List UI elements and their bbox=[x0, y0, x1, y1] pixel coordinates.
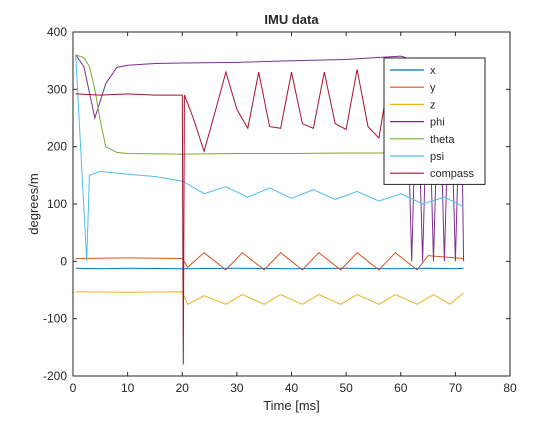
x-axis: 0 10 20 30 40 50 60 70 80 bbox=[70, 32, 517, 395]
series-line-theta bbox=[75, 54, 464, 155]
y-axis: -200 -100 0 100 200 300 400 bbox=[43, 25, 510, 383]
x-tick-label: 60 bbox=[394, 381, 408, 395]
y-tick-label: 200 bbox=[47, 140, 67, 154]
x-tick-label: 40 bbox=[285, 381, 299, 395]
x-tick-label: 50 bbox=[339, 381, 353, 395]
y-tick-label: -200 bbox=[43, 369, 67, 383]
series-line-psi bbox=[75, 54, 464, 262]
y-axis-label: degrees/m bbox=[26, 173, 41, 234]
chart-title: IMU data bbox=[264, 12, 319, 27]
legend[interactable]: xyz phi theta psi compass bbox=[383, 57, 486, 185]
x-tick-label: 10 bbox=[121, 381, 135, 395]
legend-label-theta: theta bbox=[430, 134, 455, 146]
legend-label-x: x bbox=[430, 65, 436, 77]
series-line-x bbox=[75, 267, 464, 270]
y-tick-label: 400 bbox=[47, 25, 67, 39]
y-tick-label: 0 bbox=[60, 254, 67, 268]
y-tick-label: -100 bbox=[43, 312, 67, 326]
x-tick-label: 80 bbox=[503, 381, 517, 395]
legend-label-y: y bbox=[430, 82, 436, 94]
series-line-y bbox=[75, 252, 464, 271]
x-axis-label: Time [ms] bbox=[263, 398, 320, 413]
legend-label-psi: psi bbox=[430, 151, 444, 163]
y-tick-label: 100 bbox=[47, 197, 67, 211]
legend-label-compass: compass bbox=[430, 168, 475, 180]
series-line-phi bbox=[75, 54, 465, 262]
y-tick-label: 300 bbox=[47, 82, 67, 96]
legend-label-z: z bbox=[430, 99, 436, 111]
legend-label-phi: phi bbox=[430, 117, 445, 129]
series-line-compass bbox=[75, 69, 412, 365]
series-line-z bbox=[75, 291, 464, 305]
x-tick-label: 30 bbox=[230, 381, 244, 395]
x-tick-label: 0 bbox=[70, 381, 77, 395]
x-tick-label: 20 bbox=[176, 381, 190, 395]
x-tick-label: 70 bbox=[449, 381, 463, 395]
